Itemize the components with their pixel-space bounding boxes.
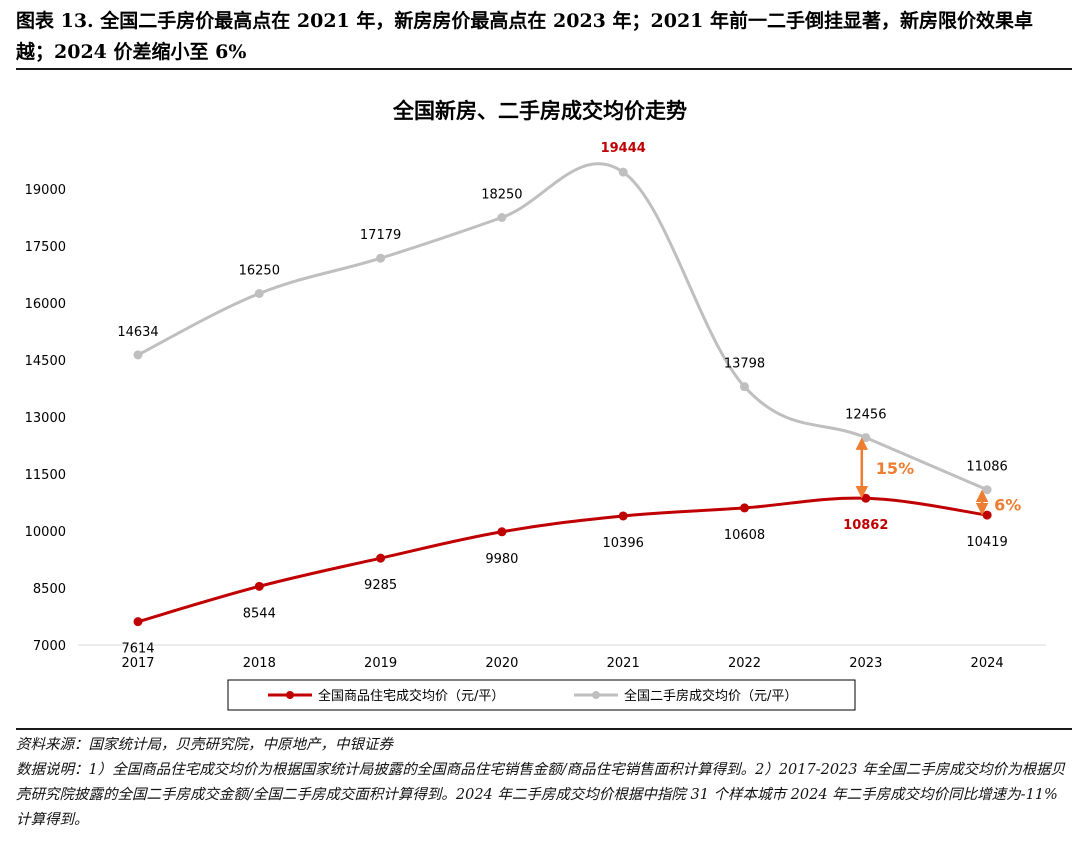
legend-item-new-home-label: 全国商品住宅成交均价（元/平） xyxy=(318,688,504,704)
x-tick-label: 2020 xyxy=(485,656,518,671)
second-hand-data-label: 18250 xyxy=(481,188,522,203)
legend-item-second-hand-marker xyxy=(592,691,600,699)
y-tick-label: 8500 xyxy=(33,582,66,597)
y-tick-label: 14500 xyxy=(25,354,66,369)
second-hand-data-label: 14634 xyxy=(117,325,158,340)
new-home-data-label: 7614 xyxy=(121,642,154,657)
second-hand-data-label: 12456 xyxy=(845,408,886,423)
new-home-point xyxy=(376,553,386,563)
new-home-data-label: 10396 xyxy=(603,536,644,551)
top-rule xyxy=(16,68,1072,70)
y-tick-label: 16000 xyxy=(25,297,66,312)
y-tick-label: 11500 xyxy=(25,468,66,483)
x-tick-label: 2017 xyxy=(121,656,154,671)
spread-label: 15% xyxy=(876,459,914,478)
new-home-point xyxy=(254,581,264,591)
new-home-data-label: 10419 xyxy=(966,535,1007,550)
second-hand-point xyxy=(861,433,871,443)
y-tick-label: 7000 xyxy=(33,639,66,654)
figure-title: 图表 13. 全国二手房价最高点在 2021 年，新房房价最高点在 2023 年… xyxy=(16,10,1034,63)
second-hand-data-label: 13798 xyxy=(724,357,765,372)
spread-label: 6% xyxy=(994,495,1021,514)
y-tick-label: 19000 xyxy=(25,183,66,198)
new-home-price-line xyxy=(136,496,989,624)
new-home-data-label: 9980 xyxy=(485,552,518,567)
legend: 全国商品住宅成交均价（元/平） 全国二手房成交均价（元/平） xyxy=(227,679,856,711)
second-hand-data-label: 17179 xyxy=(360,228,401,243)
second-hand-point xyxy=(376,253,386,263)
new-home-point xyxy=(618,511,628,521)
new-home-point xyxy=(133,617,143,627)
new-home-point xyxy=(861,493,871,503)
x-tick-label: 2018 xyxy=(243,656,276,671)
new-home-point xyxy=(740,503,749,513)
x-tick-label: 2022 xyxy=(728,656,761,671)
second-hand-point xyxy=(982,485,992,495)
legend-item-second-hand-label: 全国二手房成交均价（元/平） xyxy=(624,688,797,704)
x-tick-label: 2019 xyxy=(364,656,397,671)
x-tick-label: 2021 xyxy=(607,656,640,671)
new-home-data-label: 10608 xyxy=(724,528,765,543)
y-tick-label: 13000 xyxy=(25,411,66,426)
second-hand-data-label: 16250 xyxy=(239,264,280,279)
second-hand-price-line xyxy=(136,162,989,492)
legend-item-new-home-marker xyxy=(286,691,294,699)
second-hand-point xyxy=(254,289,264,298)
notes: 资料来源：国家统计局，贝壳研究院，中原地产，中银证券 数据说明：1）全国商品住宅… xyxy=(16,733,1066,833)
bottom-rule xyxy=(16,728,1072,730)
new-home-data-label: 9285 xyxy=(364,578,397,593)
new-home-point xyxy=(497,527,507,537)
new-home-data-label: 8544 xyxy=(243,606,276,621)
second-hand-point xyxy=(740,382,749,392)
x-axis: 2017 2018 2019 2020 2021 2022 2023 2024 xyxy=(78,644,1046,671)
chart-title: 全国新房、二手房成交均价走势 xyxy=(392,99,687,123)
y-axis: 7000 8500 10000 11500 13000 14500 16000 17500 19… xyxy=(25,183,66,654)
second-hand-point xyxy=(618,167,628,177)
legend-box xyxy=(227,679,856,711)
line-chart: 全国新房、二手房成交均价走势 7000 8500 10000 11500 13000 14… xyxy=(25,99,1046,711)
new-home-data-label: 10862 xyxy=(843,518,888,533)
second-hand-data-label: 19444 xyxy=(601,141,646,156)
second-hand-point xyxy=(133,350,143,360)
x-tick-label: 2024 xyxy=(971,656,1004,671)
y-tick-label: 17500 xyxy=(25,240,66,255)
source-note: 资料来源：国家统计局，贝壳研究院，中原地产，中银证券 xyxy=(16,737,393,753)
second-hand-point xyxy=(497,213,507,222)
second-hand-data-label: 11086 xyxy=(966,460,1007,475)
y-tick-label: 10000 xyxy=(25,525,66,540)
plot-area: 14634 16250 17179 18250 19444 13798 12456 11086… xyxy=(117,141,1021,657)
new-home-point xyxy=(982,510,992,520)
explanation-note: 数据说明：1）全国商品住宅成交均价为根据国家统计局披露的全国商品住宅销售金额/商… xyxy=(16,762,1066,828)
x-tick-label: 2023 xyxy=(849,656,882,671)
